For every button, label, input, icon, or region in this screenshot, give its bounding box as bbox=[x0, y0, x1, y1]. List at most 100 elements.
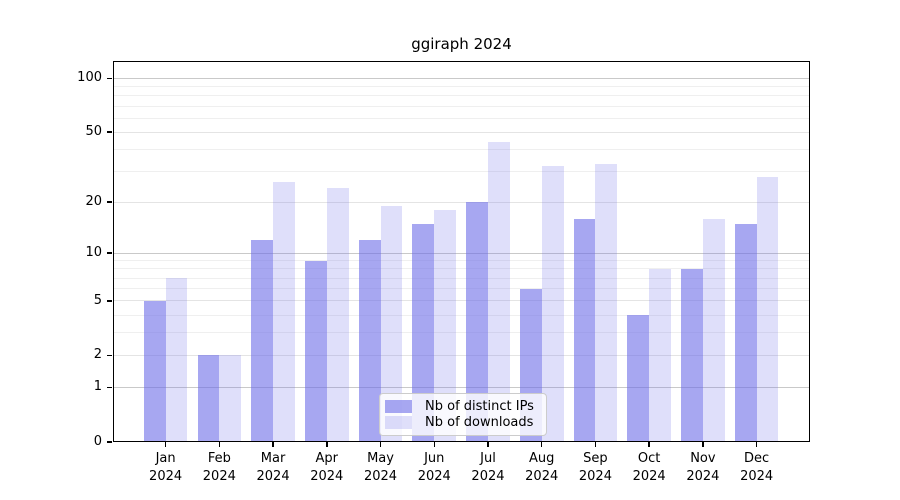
x-tick-month: Aug bbox=[529, 451, 555, 466]
y-tick-label-50: 50 bbox=[85, 124, 102, 140]
bar-downloads-dec bbox=[756, 176, 779, 442]
bar-distinct-ips-jan bbox=[143, 300, 166, 442]
y-tick-0 bbox=[107, 441, 112, 443]
plot-area bbox=[113, 61, 810, 442]
x-tick-jan bbox=[164, 442, 167, 447]
x-tick-label-mar: Mar 2024 bbox=[238, 450, 308, 486]
y-tick-label-1: 1 bbox=[93, 379, 102, 395]
x-tick-year: 2024 bbox=[417, 469, 451, 484]
x-tick-nov bbox=[702, 442, 704, 447]
x-tick-month: Jan bbox=[155, 451, 176, 466]
gridline-60 bbox=[113, 117, 810, 119]
bar-distinct-ips-nov bbox=[681, 268, 703, 442]
gridline-70 bbox=[113, 105, 810, 107]
bar-distinct-ips-jul bbox=[466, 202, 488, 442]
y-tick-label-2: 2 bbox=[93, 347, 102, 363]
bar-distinct-ips-feb bbox=[197, 355, 220, 442]
legend-item-downloads: Nb of downloads bbox=[385, 415, 540, 431]
x-tick-month: Jun bbox=[424, 451, 445, 466]
bar-downloads-jul bbox=[487, 142, 510, 442]
x-tick-apr bbox=[326, 442, 328, 447]
x-tick-month: Jul bbox=[480, 451, 496, 466]
bar-downloads-jan bbox=[165, 278, 188, 442]
legend-swatch-distinct-ips bbox=[385, 399, 412, 413]
y-tick-label-10: 10 bbox=[85, 245, 102, 261]
x-tick-year: 2024 bbox=[740, 469, 774, 484]
bar-downloads-apr bbox=[326, 188, 349, 442]
x-tick-year: 2024 bbox=[525, 469, 559, 484]
x-tick-year: 2024 bbox=[578, 469, 612, 484]
gridline-40 bbox=[113, 148, 810, 150]
legend-label-downloads: Nb of downloads bbox=[425, 415, 534, 431]
y-tick-20 bbox=[107, 201, 112, 203]
gridline-100 bbox=[113, 77, 810, 79]
x-tick-oct bbox=[648, 442, 650, 447]
x-tick-year: 2024 bbox=[686, 469, 720, 484]
x-tick-jun bbox=[433, 442, 435, 447]
gridline-20 bbox=[113, 201, 810, 203]
gridline-2 bbox=[113, 354, 810, 356]
bar-downloads-feb bbox=[219, 355, 242, 442]
y-tick-1 bbox=[107, 386, 112, 389]
bar-distinct-ips-dec bbox=[734, 223, 757, 442]
x-tick-month: Oct bbox=[637, 451, 661, 466]
gridline-4 bbox=[113, 314, 810, 316]
x-tick-month: Apr bbox=[315, 451, 339, 466]
y-tick-100 bbox=[107, 77, 112, 80]
x-tick-jul bbox=[487, 442, 489, 447]
x-tick-sep bbox=[594, 442, 597, 447]
x-tick-may bbox=[379, 442, 382, 447]
gridline-6 bbox=[113, 288, 810, 290]
x-tick-year: 2024 bbox=[256, 469, 290, 484]
gridline-10 bbox=[113, 252, 810, 254]
bar-distinct-ips-sep bbox=[573, 218, 596, 442]
x-tick-year: 2024 bbox=[149, 469, 183, 484]
x-tick-label-dec: Dec 2024 bbox=[722, 450, 792, 486]
x-tick-label-feb: Feb 2024 bbox=[184, 450, 254, 486]
legend-label-distinct-ips: Nb of distinct IPs bbox=[425, 398, 534, 414]
x-tick-label-jul: Jul 2024 bbox=[453, 450, 523, 486]
bar-downloads-oct bbox=[649, 268, 671, 442]
bar-distinct-ips-mar bbox=[251, 239, 274, 442]
x-tick-year: 2024 bbox=[632, 469, 666, 484]
x-tick-month: May bbox=[367, 451, 394, 466]
legend: Nb of distinct IPs Nb of downloads bbox=[379, 393, 547, 436]
x-tick-label-jan: Jan 2024 bbox=[131, 450, 201, 486]
gridline-1 bbox=[113, 386, 810, 388]
bar-downloads-sep bbox=[595, 164, 618, 442]
gridline-3 bbox=[113, 332, 810, 334]
gridline-7 bbox=[113, 277, 810, 279]
x-tick-dec bbox=[755, 442, 758, 447]
x-tick-label-aug: Aug 2024 bbox=[507, 450, 577, 486]
bar-distinct-ips-may bbox=[358, 239, 381, 442]
y-tick-label-5: 5 bbox=[93, 292, 102, 308]
gridline-8 bbox=[113, 268, 810, 270]
x-tick-mar bbox=[272, 442, 274, 447]
gridline-90 bbox=[113, 86, 810, 88]
x-tick-year: 2024 bbox=[471, 469, 505, 484]
y-tick-label-20: 20 bbox=[85, 194, 102, 210]
y-tick-5 bbox=[107, 300, 112, 302]
gridline-5 bbox=[113, 300, 810, 302]
legend-item-distinct-ips: Nb of distinct IPs bbox=[385, 398, 540, 414]
x-tick-label-nov: Nov 2024 bbox=[668, 450, 738, 486]
gridline-50 bbox=[113, 131, 810, 133]
x-tick-label-apr: Apr 2024 bbox=[292, 450, 362, 486]
bar-downloads-nov bbox=[702, 218, 725, 442]
x-tick-label-sep: Sep 2024 bbox=[560, 450, 630, 486]
bar-distinct-ips-jun bbox=[412, 223, 435, 442]
x-tick-aug bbox=[540, 442, 543, 447]
x-tick-year: 2024 bbox=[310, 469, 344, 484]
gridline-9 bbox=[113, 260, 810, 262]
bar-distinct-ips-oct bbox=[627, 315, 650, 442]
y-tick-label-0: 0 bbox=[93, 434, 102, 449]
bar-downloads-may bbox=[380, 205, 403, 442]
y-tick-10 bbox=[107, 252, 112, 254]
x-tick-year: 2024 bbox=[363, 469, 398, 484]
x-tick-label-jun: Jun 2024 bbox=[399, 450, 469, 486]
bar-downloads-aug bbox=[541, 166, 564, 442]
y-tick-50 bbox=[107, 131, 112, 133]
y-tick-label-100: 100 bbox=[77, 70, 102, 86]
bar-distinct-ips-apr bbox=[304, 260, 327, 442]
